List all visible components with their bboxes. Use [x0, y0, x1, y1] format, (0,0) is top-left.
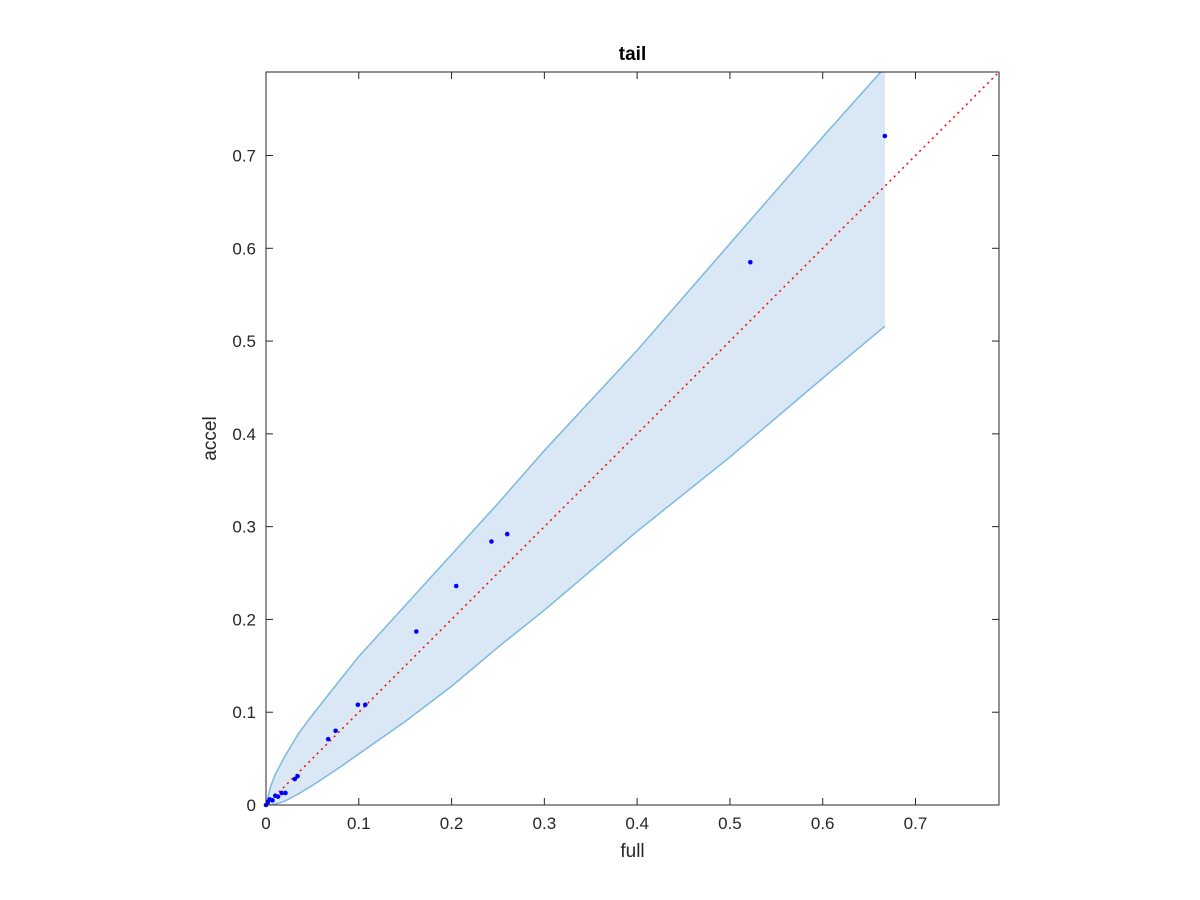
- data-point: [333, 728, 338, 734]
- x-axis-ticks: 0 0.1 0.2 0.3 0.4 0.5 0.6 0.7: [261, 72, 927, 833]
- data-points: [263, 133, 888, 808]
- y-axis-label: accel: [200, 416, 221, 460]
- data-point: [355, 702, 361, 708]
- data-point: [283, 790, 288, 796]
- y-tick-label: 0.2: [232, 610, 256, 629]
- x-tick-label: 0.1: [347, 814, 371, 833]
- data-point: [748, 259, 753, 265]
- axes-box: [265, 71, 1000, 806]
- data-point: [362, 702, 368, 708]
- data-point: [414, 629, 419, 634]
- data-point: [882, 133, 888, 139]
- y-tick-label: 0: [247, 796, 256, 815]
- y-tick-label: 0.5: [232, 332, 256, 351]
- x-tick-label: 0.2: [440, 814, 464, 833]
- chart-title: tail: [619, 44, 646, 65]
- data-point: [489, 539, 494, 544]
- x-tick-label: 0.4: [625, 814, 649, 833]
- data-point: [279, 790, 285, 796]
- y-tick-label: 0.3: [232, 518, 256, 537]
- data-point: [504, 531, 510, 537]
- data-point: [270, 798, 275, 803]
- band-lower-edge: [266, 325, 886, 805]
- confidence-band: [266, 72, 886, 805]
- data-point: [292, 776, 298, 782]
- data-point: [295, 773, 300, 779]
- x-tick-label: 0.7: [904, 814, 928, 833]
- data-point: [275, 794, 281, 799]
- data-point: [325, 736, 331, 742]
- y-axis-ticks: 0 0.1 0.2 0.3 0.4 0.5 0.6 0.7: [232, 147, 999, 815]
- band-fill: [266, 72, 885, 805]
- x-tick-label: 0: [261, 814, 270, 833]
- y-tick-label: 0.4: [232, 425, 256, 444]
- x-tick-label: 0.3: [533, 814, 557, 833]
- x-tick-label: 0.5: [718, 814, 742, 833]
- y-tick-label: 0.7: [232, 147, 256, 166]
- y-tick-label: 0.6: [232, 239, 256, 258]
- x-axis-label: full: [620, 841, 644, 862]
- data-point: [453, 583, 459, 589]
- band-upper-edge: [266, 72, 882, 805]
- y-tick-label: 0.1: [232, 703, 256, 722]
- x-tick-label: 0.6: [811, 814, 835, 833]
